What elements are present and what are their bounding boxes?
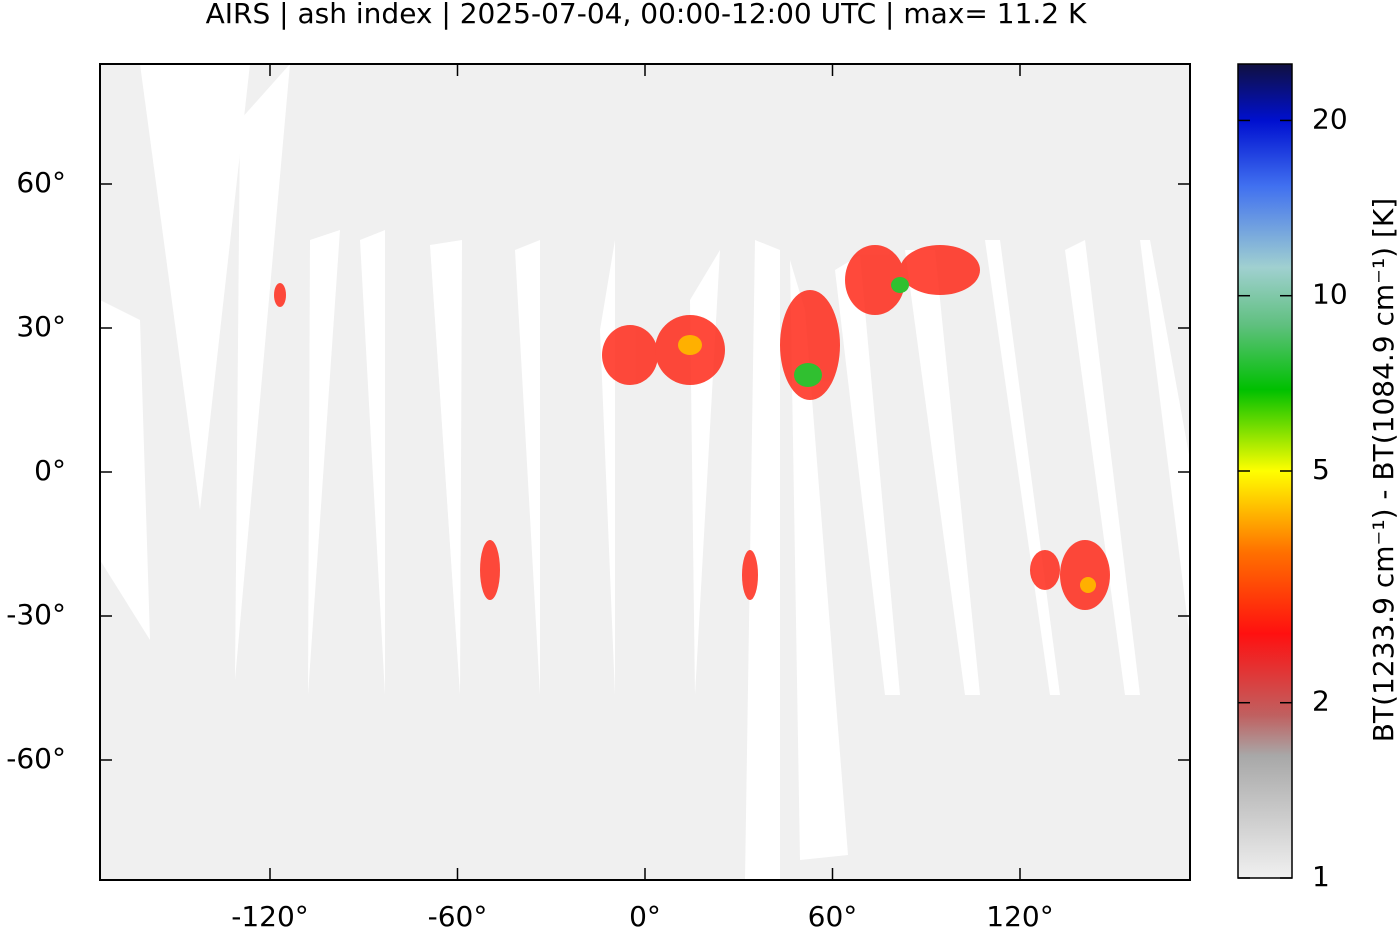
- x-tick-label: -60°: [428, 900, 488, 930]
- colorbar-tick-label: 10: [1312, 278, 1348, 311]
- y-tick-label: 30°: [16, 310, 66, 343]
- x-tick-label: -120°: [231, 900, 309, 930]
- map-background: [99, 63, 1191, 881]
- x-tick-label: 120°: [986, 900, 1053, 930]
- y-tick-label: -30°: [6, 598, 66, 631]
- x-tick-label: 0°: [629, 900, 661, 930]
- colorbar-tick-label: 20: [1312, 102, 1348, 135]
- y-tick-label: 0°: [34, 454, 66, 487]
- y-tick-label: -60°: [6, 742, 66, 775]
- y-tick-label: 60°: [16, 166, 66, 199]
- colorbar-label: BT(1233.9 cm⁻¹) - BT(1084.9 cm⁻¹) [K]: [1367, 198, 1400, 742]
- chart-title: AIRS | ash index | 2025-07-04, 00:00-12:…: [206, 0, 1087, 30]
- colorbar-tick-label: 5: [1312, 453, 1330, 486]
- colorbar-tick-label: 2: [1312, 685, 1330, 718]
- colorbar-tick-label: 1: [1312, 860, 1330, 893]
- x-tick-label: 60°: [808, 900, 858, 930]
